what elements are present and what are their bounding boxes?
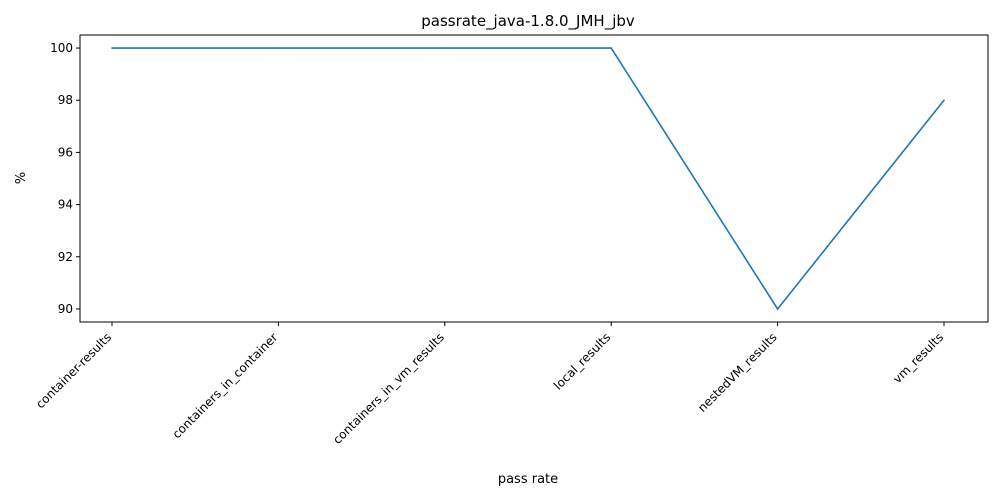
x-tick-label: container-results: [33, 330, 114, 411]
data-point: [610, 47, 612, 49]
plot-area-frame: [79, 34, 989, 323]
data-points: [111, 47, 945, 310]
y-tick-label: 96: [58, 145, 73, 159]
series-line: [112, 47, 945, 311]
y-axis: 90 92 94 96 98 100: [50, 41, 80, 316]
x-tick-label: local_results: [551, 330, 613, 392]
y-tick-label: 100: [50, 41, 73, 55]
x-tick-label: containers_in_container: [170, 330, 281, 441]
data-point: [277, 47, 280, 49]
x-tick-label: nestedVM_results: [695, 330, 780, 415]
y-tick-label: 90: [58, 302, 73, 316]
x-tick-label: vm_results: [890, 330, 946, 386]
data-point: [776, 308, 779, 310]
data-point: [444, 47, 446, 49]
x-axis: container-results containers_in_container…: [33, 322, 946, 447]
y-tick-label: 98: [58, 93, 73, 107]
data-point: [943, 99, 945, 102]
x-tick-label: containers_in_vm_results: [330, 330, 447, 447]
x-axis-label: pass rate: [498, 472, 558, 487]
y-tick-label: 92: [58, 250, 73, 264]
chart-title: passrate_java-1.8.0_JMH_jbv: [421, 12, 635, 31]
y-tick-label: 94: [58, 198, 73, 212]
y-axis-label: %: [14, 172, 29, 184]
data-point: [111, 47, 113, 49]
